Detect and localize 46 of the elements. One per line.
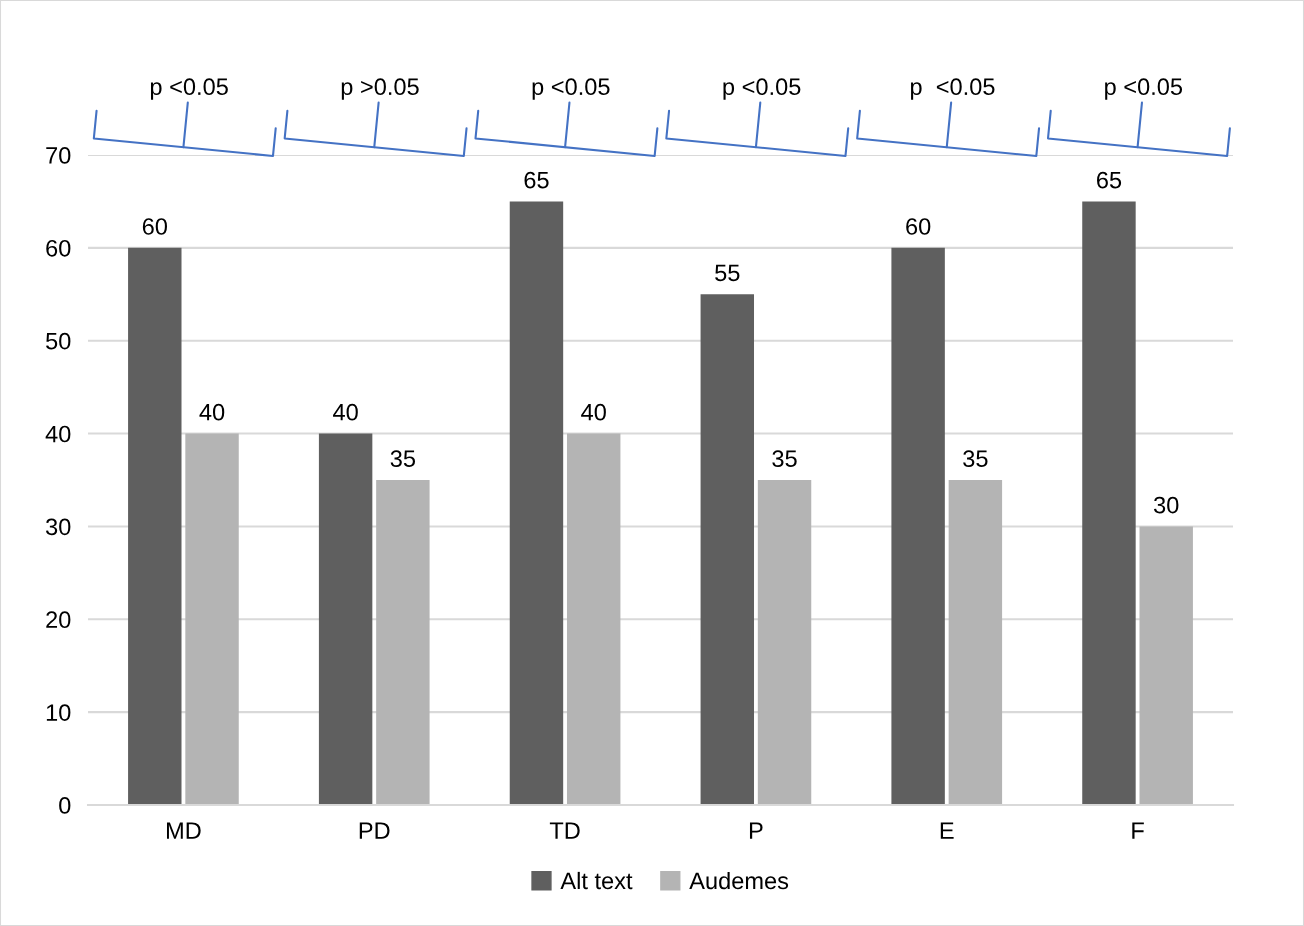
text: p <0.05 — [1105, 78, 1183, 100]
bar — [1082, 201, 1136, 805]
data-label: 65 — [1097, 171, 1122, 189]
bar — [566, 433, 621, 805]
data-label: 40 — [199, 403, 225, 421]
data-label: 60 — [906, 218, 931, 235]
x-tick-label: PD — [359, 822, 390, 839]
y-tick-label: 0 — [59, 797, 71, 814]
data-label: 35 — [390, 450, 416, 467]
bar — [891, 247, 945, 805]
text: p <0.05 — [911, 78, 995, 100]
legend-label: Audemes — [689, 871, 789, 890]
text: p <0.05 — [150, 78, 228, 100]
data-label: 40 — [581, 403, 606, 421]
text: p <0.05 — [723, 78, 801, 100]
x-tick-label: MD — [166, 822, 201, 839]
bar — [509, 201, 564, 805]
x-tick-label: TD — [549, 822, 580, 839]
bar — [185, 433, 239, 805]
bar — [948, 480, 1003, 805]
data-label: 65 — [524, 171, 549, 189]
data-label: 35 — [963, 450, 988, 467]
y-tick-label: 10 — [46, 704, 71, 721]
x-tick-label: F — [1132, 822, 1144, 839]
y-tick-label: 30 — [45, 518, 71, 536]
data-label: 30 — [1153, 496, 1179, 514]
x-tick-label: P — [749, 822, 763, 839]
bar — [128, 247, 182, 805]
legend-label: Alt text — [560, 871, 633, 890]
data-label: 40 — [333, 403, 358, 421]
data-label: 35 — [772, 450, 797, 467]
text: p <0.05 — [532, 78, 610, 100]
data-label: 55 — [715, 264, 740, 282]
bar — [1139, 526, 1193, 805]
y-tick-label: 60 — [46, 239, 71, 257]
y-tick-label: 50 — [46, 332, 71, 350]
text: p >0.05 — [341, 78, 419, 100]
bar — [757, 480, 812, 805]
bar — [700, 294, 755, 805]
bar — [376, 480, 430, 805]
y-tick-label: 40 — [45, 425, 71, 443]
y-tick-label: 20 — [46, 611, 71, 629]
bar — [318, 433, 373, 805]
x-tick-label: E — [940, 822, 954, 839]
data-label: 60 — [142, 218, 167, 235]
y-tick-label: 70 — [46, 147, 71, 164]
